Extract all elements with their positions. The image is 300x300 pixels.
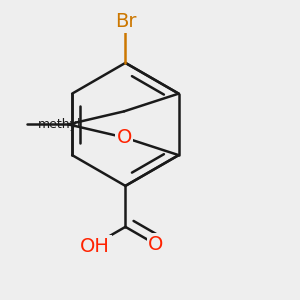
Text: OH: OH	[80, 237, 110, 256]
Text: O: O	[148, 235, 163, 254]
Text: methyl: methyl	[38, 118, 81, 131]
Text: O: O	[116, 128, 132, 147]
Text: Br: Br	[115, 12, 136, 32]
